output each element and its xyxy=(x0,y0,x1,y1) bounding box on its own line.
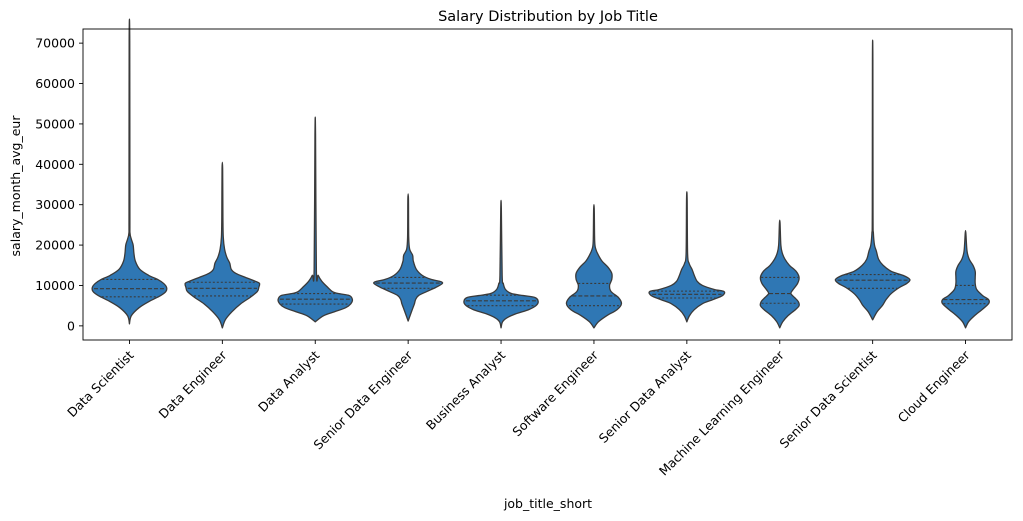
violin-group xyxy=(759,219,800,329)
violin-group xyxy=(941,230,991,329)
y-tick-label: 30000 xyxy=(35,197,75,212)
y-tick-label: 50000 xyxy=(35,116,75,131)
y-axis-ticks: 0 10000 20000 30000 40000 50000 60000 70000 xyxy=(35,36,83,333)
violin-group xyxy=(184,161,261,329)
x-tick-label: Senior Data Analyst xyxy=(596,347,694,445)
violin-body xyxy=(941,230,991,329)
x-axis-label: job_title_short xyxy=(503,496,592,511)
violin-group xyxy=(834,39,911,321)
x-tick-label: Software Engineer xyxy=(509,347,601,439)
violin-body xyxy=(463,199,539,329)
violin-group xyxy=(277,116,354,323)
violin-group xyxy=(373,193,444,322)
x-tick-label: Cloud Engineer xyxy=(895,347,974,426)
violin-group xyxy=(463,199,539,329)
violin-body xyxy=(91,18,168,325)
x-tick-label: Data Scientist xyxy=(64,347,137,420)
x-tick-label: Senior Data Engineer xyxy=(310,347,415,452)
y-tick-label: 40000 xyxy=(35,157,75,172)
y-tick-label: 20000 xyxy=(35,238,75,253)
violin-group xyxy=(648,191,726,323)
violins-layer xyxy=(91,18,991,329)
violin-body xyxy=(759,219,800,329)
x-axis-ticks: Data Scientist Data Engineer Data AnalystS… xyxy=(64,340,973,478)
x-tick-label: Business Analyst xyxy=(423,347,508,432)
plot-frame xyxy=(82,28,1013,341)
y-tick-label: 60000 xyxy=(35,76,75,91)
chart-title: Salary Distribution by Job Title xyxy=(438,9,658,25)
violin-body xyxy=(834,39,911,321)
violin-body xyxy=(184,161,261,329)
violin-body xyxy=(648,191,726,323)
violin-group xyxy=(565,204,623,329)
y-tick-label: 70000 xyxy=(35,36,75,51)
y-tick-label: 10000 xyxy=(35,278,75,293)
y-tick-label: 0 xyxy=(67,318,75,333)
x-tick-label: Data Analyst xyxy=(255,347,322,414)
y-axis-label: salary_month_avg_eur xyxy=(8,115,23,257)
violin-body xyxy=(277,116,354,323)
x-tick-label: Data Engineer xyxy=(156,347,230,421)
violin-body xyxy=(373,193,444,322)
violin-body xyxy=(565,204,623,329)
violin-group xyxy=(91,18,168,325)
x-tick-label: Senior Data Scientist xyxy=(776,347,880,451)
